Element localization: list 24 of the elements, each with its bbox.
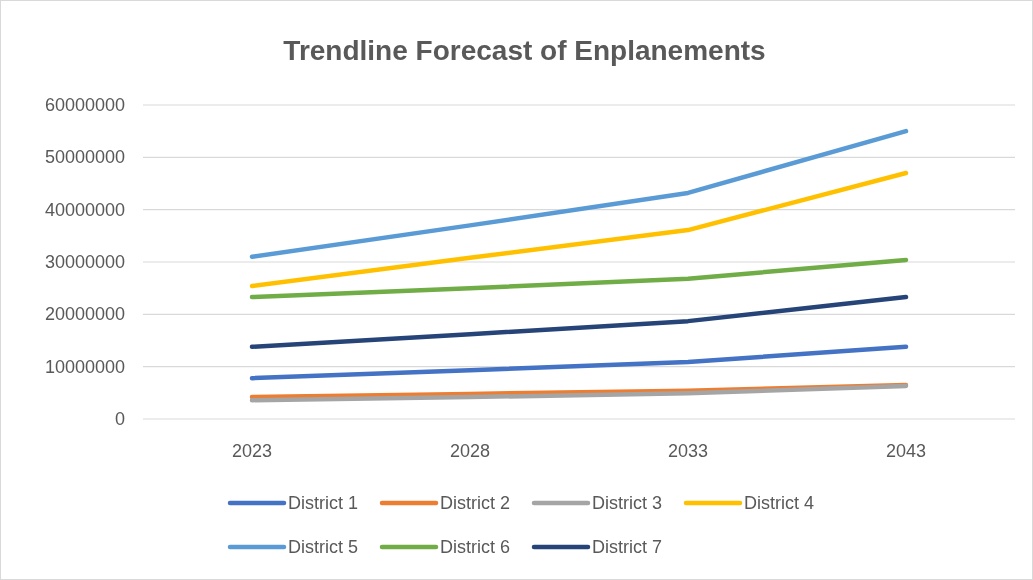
x-tick-label: 2028	[449, 441, 491, 461]
legend-label: District 1	[288, 493, 359, 513]
y-tick-label: 0	[114, 409, 125, 429]
line-series	[249, 344, 909, 381]
y-tick-label: 10000000	[44, 356, 125, 377]
legend-label: District 5	[288, 537, 359, 557]
line-series	[249, 294, 909, 350]
legend-label: District 4	[744, 493, 815, 513]
legend-label: District 7	[592, 537, 663, 557]
legend-label: District 2	[440, 493, 511, 513]
y-tick-label: 50000000	[44, 147, 125, 168]
chart-title: Trendline Forecast of Enplanements	[283, 35, 766, 66]
x-tick-label: 2043	[885, 441, 927, 461]
y-tick-label: 60000000	[44, 95, 125, 115]
y-tick-label: 30000000	[44, 252, 125, 272]
line-series	[249, 128, 909, 260]
y-tick-label: 20000000	[44, 304, 125, 325]
legend-label: District 3	[592, 493, 663, 513]
line-series	[249, 257, 909, 300]
legend-label: District 6	[440, 537, 511, 557]
x-tick-label: 2023	[231, 441, 273, 461]
y-tick-label: 40000000	[44, 199, 125, 220]
line-series	[249, 170, 909, 289]
x-tick-label: 2033	[667, 441, 709, 461]
